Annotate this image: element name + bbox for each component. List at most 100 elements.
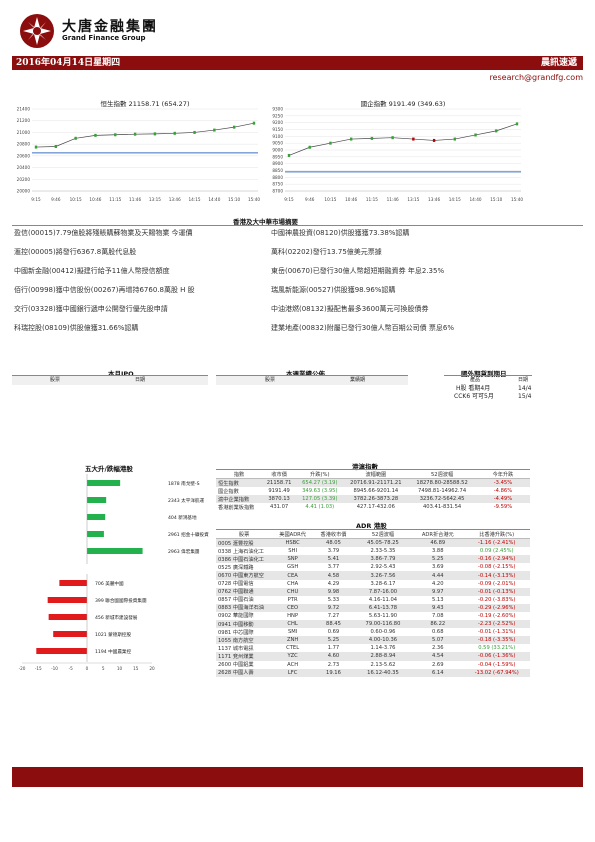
table-cell: 7.87-16.00 xyxy=(353,587,413,596)
table-row: 0525 廣深鐵路 GSH 3.77 2.92-5.43 3.69 -0.08 (-2.1… xyxy=(216,563,530,571)
table-cell: ACH xyxy=(287,661,299,668)
table-row: 2600 中國鋁業 ACH 2.73 2.13-5.62 2.69 -0.04 (-1.5… xyxy=(216,661,530,669)
x-tick-label: 10:15 xyxy=(324,197,336,202)
table-cell: 3.26-7.56 xyxy=(353,571,413,580)
table-cell: 0857 中國石油 xyxy=(218,597,254,604)
futures-row-2-date: 15/4 xyxy=(518,393,532,400)
table-cell: -1.16 (-2.41%) xyxy=(463,538,530,548)
table-cell: 5.41 xyxy=(313,555,354,564)
results-col-period: 業績期 xyxy=(350,377,366,383)
hsi-chart: 恒生指數 21158.71 (654.27) 20000 20200 20400 206… xyxy=(12,99,264,209)
table-cell: 7498.81-14962.74 xyxy=(418,488,467,495)
loser-bar xyxy=(53,631,87,637)
movers-x-tick: 15 xyxy=(133,666,139,671)
data-point xyxy=(308,145,311,149)
y-tick-label: 9100 xyxy=(272,134,283,139)
movers-x-tick: -20 xyxy=(19,666,26,671)
table-cell: 香港創業板指數 xyxy=(218,504,255,511)
table-cell: 2.73 xyxy=(327,661,340,668)
data-point xyxy=(412,137,415,141)
table-cell: 16.12-40.35 xyxy=(353,668,413,677)
table-cell: 21158.71 xyxy=(262,478,297,488)
chart-title: 恒生指數 21158.71 (654.27) xyxy=(101,99,190,108)
data-point xyxy=(153,132,157,136)
table-cell: 4.54 xyxy=(412,652,464,661)
y-tick-label: 9250 xyxy=(272,113,283,118)
data-point xyxy=(252,121,256,125)
table-cell: 79.00-116.80 xyxy=(353,620,413,629)
futures-row-2-product: CCK6 可可5月 xyxy=(454,393,494,400)
table-cell: 4.41 (1.03) xyxy=(305,504,335,511)
table-cell: 5.13 xyxy=(431,596,444,603)
data-point xyxy=(173,131,176,135)
company-logo xyxy=(19,13,55,49)
table-header-cell: 今年升跌 xyxy=(492,471,514,478)
series-line xyxy=(35,122,255,148)
futures-row-1-date: 14/4 xyxy=(518,385,532,392)
x-tick-label: 15:40 xyxy=(248,197,260,202)
table-cell: 0981 中芯國際 xyxy=(218,629,254,636)
research-email[interactable]: research@grandfg.com xyxy=(489,73,583,82)
adr-table-wrap: 股票 美國ADR代 香港收市價 52週波幅 ADR折合港元 比香港升跌(%) 0005 滙豐… xyxy=(216,529,530,677)
gainer-bar xyxy=(87,480,121,486)
table-cell: -0.08 (-2.15%) xyxy=(477,564,516,571)
y-tick-label: 8900 xyxy=(272,161,283,166)
table-cell: 6.14 xyxy=(412,668,464,677)
x-tick-label: 15:10 xyxy=(490,197,502,202)
market-summary-divider xyxy=(12,225,583,226)
table-cell: 88.45 xyxy=(313,620,354,629)
data-point xyxy=(213,128,216,132)
hscei-chart-svg: 國企指數 9191.49 (349.63) 8700 8750 8800 8850 890… xyxy=(272,99,523,202)
table-cell: LFC xyxy=(272,668,314,677)
table-cell: 0005 滙豐控股 xyxy=(216,538,273,548)
table-cell: 18278.80-28588.52 xyxy=(408,478,476,488)
data-point xyxy=(474,133,477,137)
table-row: 1137 城市電訊 CTEL 1.77 1.14-3.76 2.36 0.59 (33.2… xyxy=(216,644,530,652)
x-tick-label: 14:15 xyxy=(449,197,461,202)
x-tick-label: 13:46 xyxy=(428,197,440,202)
table-cell: CTEL xyxy=(286,645,300,652)
table-cell: 4.16-11.04 xyxy=(368,596,398,603)
table-cell: CHU xyxy=(272,587,314,596)
table-cell: 3.86-7.79 xyxy=(353,555,413,564)
hk-index-table-wrap: 指數 收市價 升跌(%) 波幅範圍 52週波幅 今年升跌 恒生指數 21158.71 654.2… xyxy=(216,469,530,511)
table-row: 滬中企業指數 3870.13 127.05 (3.39) 3782.26-3873.2… xyxy=(216,495,530,504)
data-point xyxy=(432,138,436,142)
table-row: 1055 南方航空 ZNH 5.25 4.00-10.36 5.07 -0.18 (-3.… xyxy=(216,636,530,645)
table-header-cell: 52週波幅 xyxy=(371,531,395,538)
table-cell: -0.29 (-2.96%) xyxy=(463,603,530,612)
table-cell: HNP xyxy=(287,612,299,619)
x-tick-label: 14:15 xyxy=(189,197,201,202)
table-cell: -3.45% xyxy=(475,478,530,488)
table-cell: -0.20 (-3.83%) xyxy=(477,596,516,603)
series-line xyxy=(288,123,518,156)
loser-bar xyxy=(48,614,87,620)
data-point xyxy=(133,132,137,136)
gainer-bar xyxy=(87,514,106,520)
news-item: 東岳(00670)已發行30億人幣超短期融資券 年息2.35% xyxy=(271,267,445,275)
movers-x-tick: -10 xyxy=(51,666,58,671)
gainer-bar xyxy=(87,531,104,537)
gainer-label: 1878 南戈壁-S xyxy=(168,480,200,487)
table-cell: 5.25 xyxy=(412,555,464,564)
table-cell: 1055 南方航空 xyxy=(216,636,273,645)
gainer-bar xyxy=(87,497,107,503)
table-cell: 2600 中國鋁業 xyxy=(218,662,254,669)
table-cell: -0.06 (-1.36%) xyxy=(463,652,530,661)
table-cell: 20716.91-21171.21 xyxy=(343,478,409,488)
loser-label: 1194 中國農業控 xyxy=(95,648,132,655)
data-point xyxy=(34,145,38,149)
table-cell: 滬中企業指數 xyxy=(216,495,263,504)
x-tick-label: 13:15 xyxy=(149,197,161,202)
table-cell: 0.09 (2.45%) xyxy=(479,548,514,555)
company-name-cn: 大唐金融集團 xyxy=(62,19,158,35)
table-header-cell: 美國ADR代 xyxy=(279,531,306,538)
table-row: 0883 中國海洋石油 CEO 9.72 6.41-13.78 9.43 -0.29 (-… xyxy=(216,603,530,612)
table-cell: 0762 中國聯通 xyxy=(216,587,273,596)
movers-x-tick: 0 xyxy=(86,666,89,671)
chart-title: 國企指數 9191.49 (349.63) xyxy=(361,99,446,108)
table-cell: 0338 上海石油化工 xyxy=(218,548,264,555)
table-cell: 0386 中國石油化工 xyxy=(216,555,273,564)
table-cell: 0525 廣深鐵路 xyxy=(218,564,254,571)
table-cell: 2.33-5.35 xyxy=(370,548,396,555)
